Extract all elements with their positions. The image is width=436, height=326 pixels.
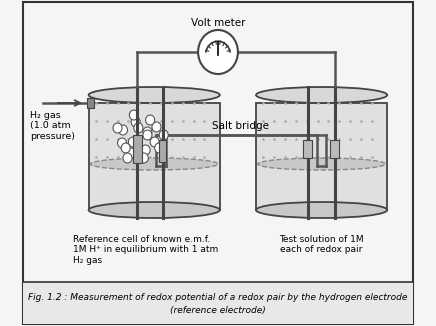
Circle shape [159, 130, 168, 140]
Circle shape [139, 153, 148, 163]
Bar [330, 140, 339, 158]
Circle shape [146, 115, 155, 125]
Bar [89, 103, 220, 210]
Ellipse shape [256, 202, 387, 218]
Text: Fig. 1.2 : Measurement of redox potential of a redox pair by the hydrogen electr: Fig. 1.2 : Measurement of redox potentia… [28, 292, 408, 302]
Bar [133, 135, 142, 163]
Text: H₂ gas
(1.0 atm
pressure): H₂ gas (1.0 atm pressure) [30, 111, 75, 141]
Ellipse shape [89, 202, 220, 218]
Circle shape [131, 117, 140, 127]
Text: Salt bridge: Salt bridge [212, 121, 269, 131]
Circle shape [123, 153, 132, 163]
Circle shape [129, 137, 137, 147]
Circle shape [143, 130, 152, 140]
Text: Volt meter: Volt meter [191, 18, 245, 28]
Circle shape [155, 143, 164, 153]
Ellipse shape [258, 158, 385, 170]
Text: (reference electrode): (reference electrode) [170, 306, 266, 316]
Ellipse shape [89, 87, 220, 103]
Circle shape [129, 110, 138, 120]
Circle shape [118, 138, 126, 148]
Circle shape [113, 123, 122, 133]
Circle shape [150, 137, 159, 147]
Circle shape [126, 148, 136, 158]
Circle shape [143, 127, 152, 137]
Circle shape [119, 125, 127, 135]
Text: Reference cell of known e.m.f.
1M H⁺ in equilibrium with 1 atm
H₂ gas: Reference cell of known e.m.f. 1M H⁺ in … [72, 235, 218, 265]
Circle shape [141, 145, 150, 155]
Bar [87, 98, 94, 108]
Bar [256, 103, 387, 210]
Ellipse shape [90, 158, 218, 170]
Bar [303, 140, 312, 158]
Circle shape [152, 122, 161, 132]
Circle shape [134, 123, 143, 133]
Circle shape [121, 143, 130, 153]
Circle shape [198, 30, 238, 74]
Ellipse shape [256, 87, 387, 103]
Text: Test solution of 1M
each of redox pair: Test solution of 1M each of redox pair [279, 235, 364, 254]
Bar [23, 282, 413, 324]
Bar [159, 140, 167, 162]
